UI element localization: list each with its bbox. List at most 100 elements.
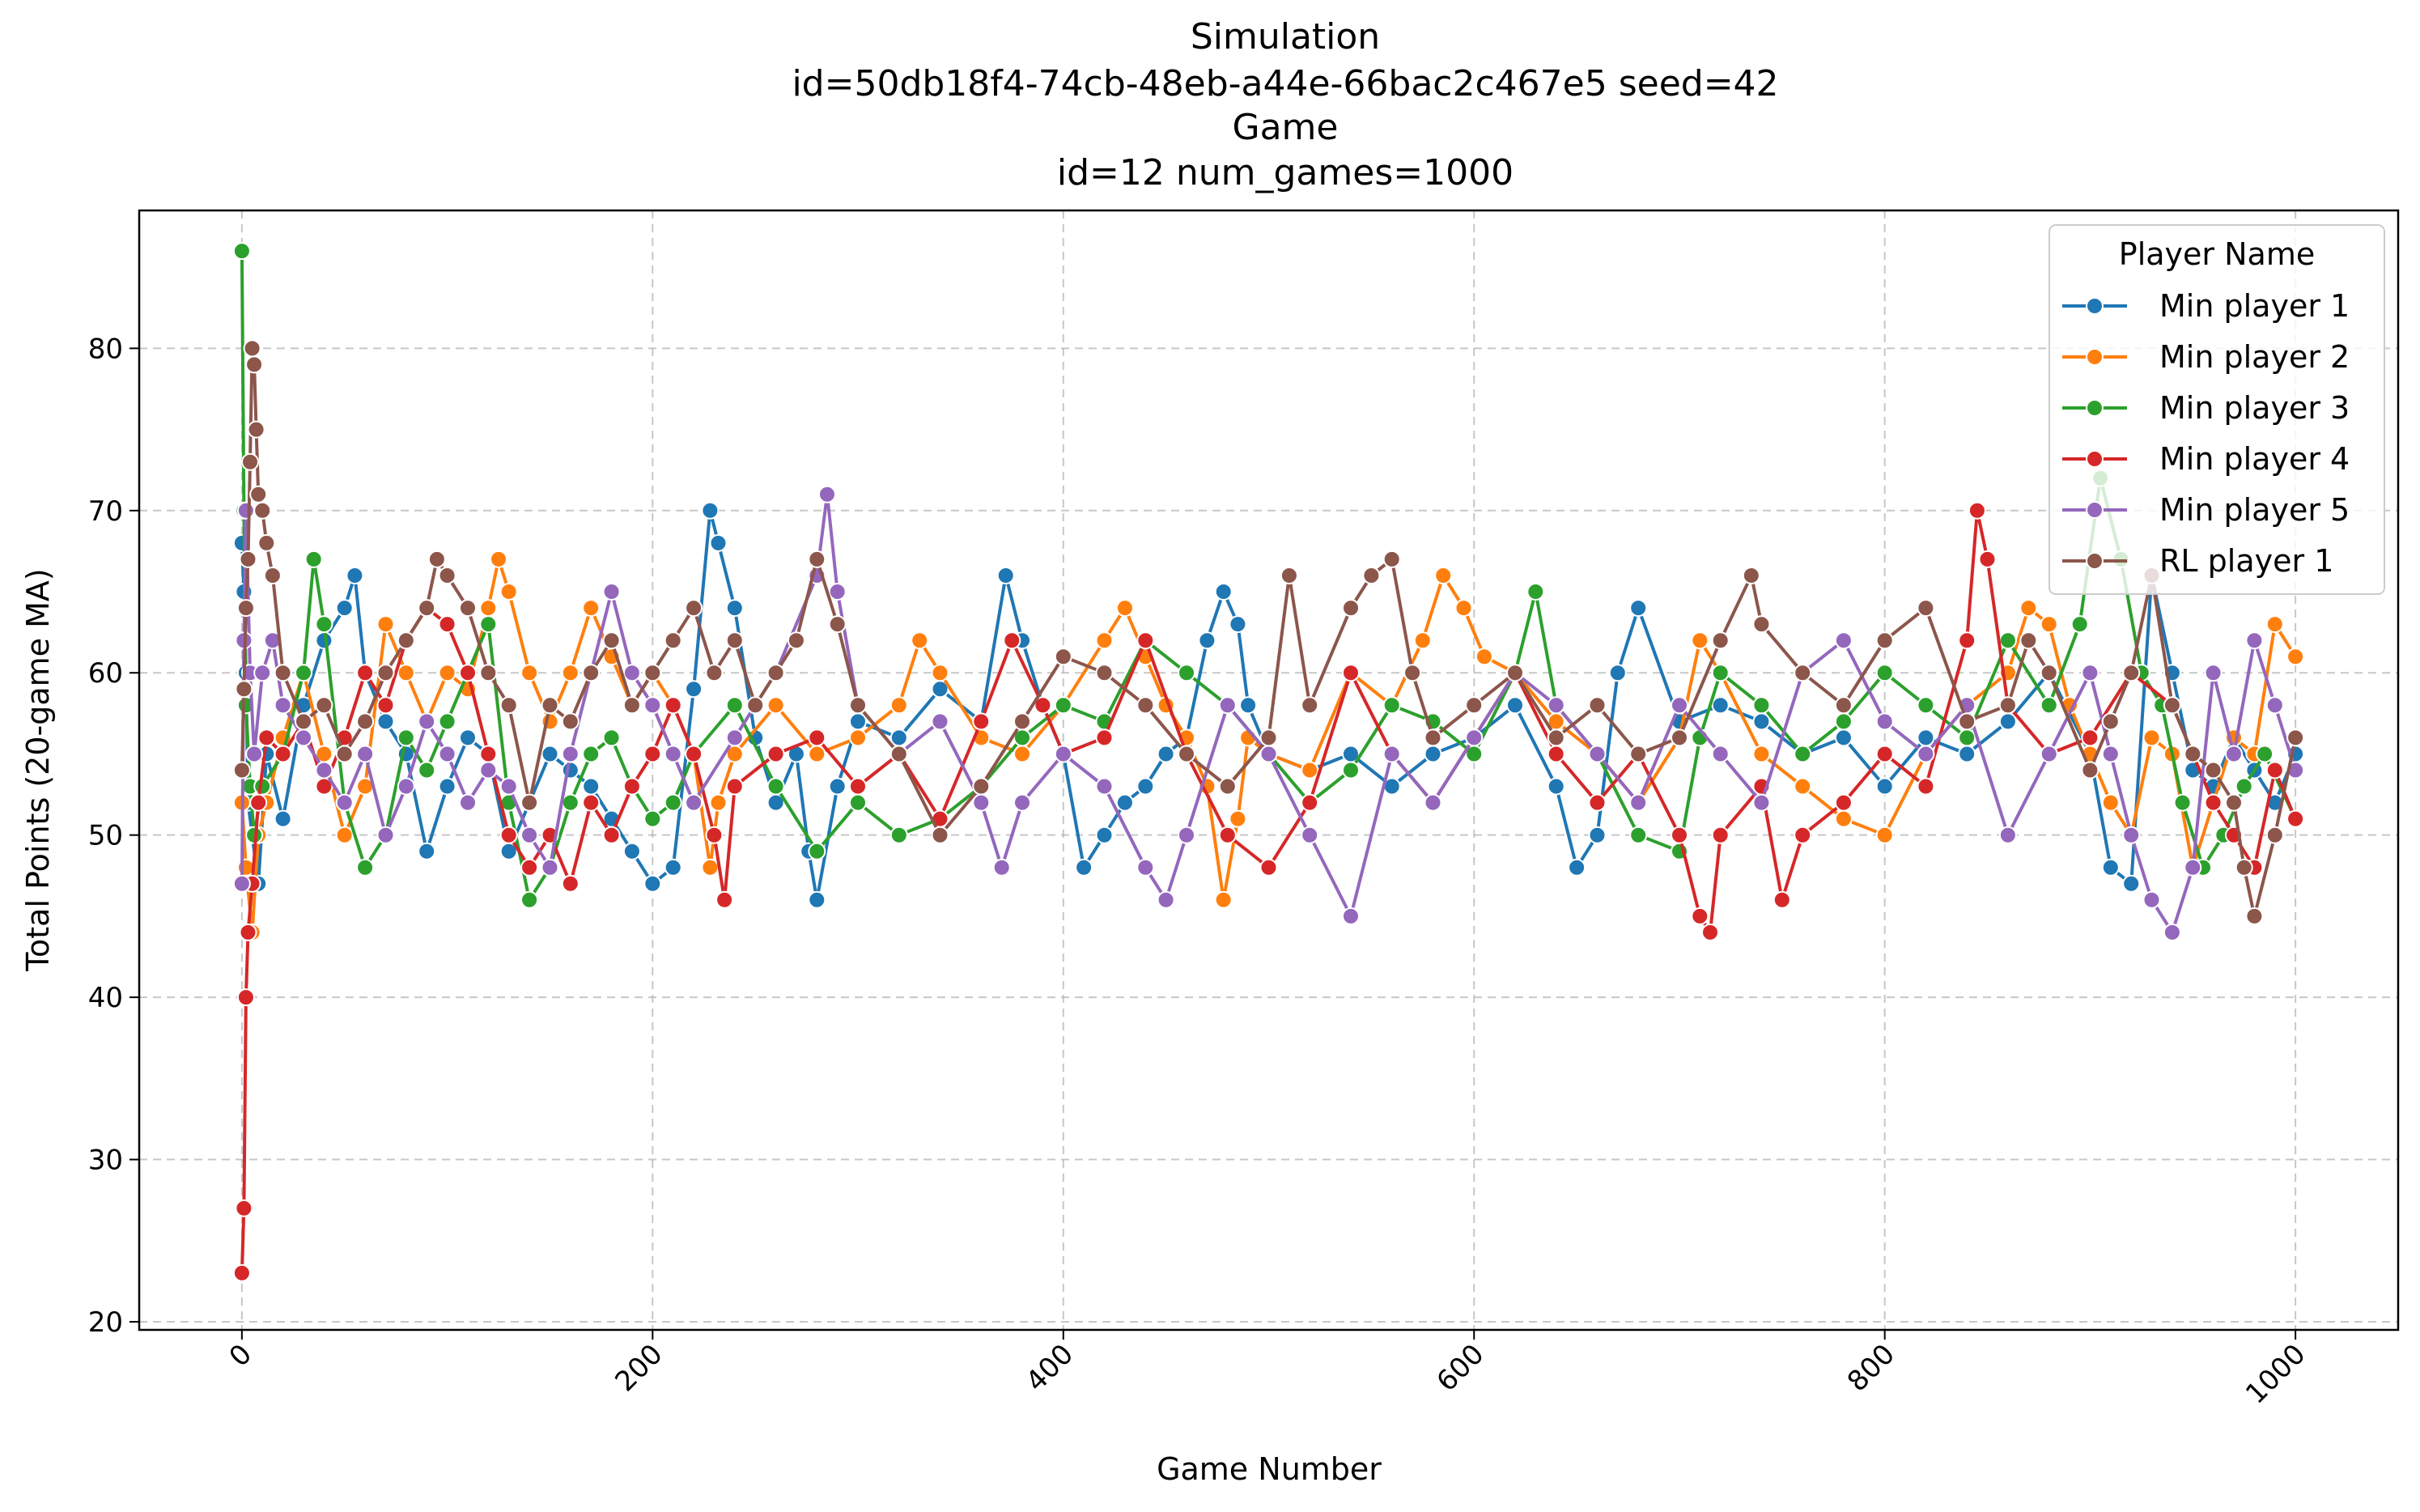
data-point (1691, 631, 1709, 650)
data-point (849, 696, 867, 715)
data-point (1157, 745, 1175, 763)
data-point (643, 809, 662, 828)
data-point (1506, 664, 1524, 682)
series-line (240, 492, 2298, 934)
data-point (828, 583, 847, 601)
data-point (1629, 826, 1648, 844)
data-point (582, 664, 601, 682)
data-point (622, 842, 641, 860)
data-point (520, 858, 539, 877)
data-point (664, 745, 682, 763)
data-point (2184, 745, 2202, 763)
data-point (1917, 696, 1935, 715)
data-point (1075, 858, 1093, 877)
data-point (1259, 728, 1278, 747)
legend-marker (2086, 501, 2104, 519)
data-point (2204, 793, 2223, 812)
data-point (315, 615, 333, 634)
data-point (1711, 745, 1730, 763)
data-point (397, 728, 415, 747)
data-point (418, 599, 436, 618)
data-point (561, 712, 580, 731)
data-point (2235, 777, 2253, 796)
data-point (418, 761, 436, 779)
y-tick-label: 70 (88, 495, 123, 528)
data-point (931, 712, 949, 731)
data-point (2122, 664, 2141, 682)
data-point (397, 777, 415, 796)
data-point (664, 793, 682, 812)
data-point (1547, 777, 1565, 796)
data-point (1629, 793, 1648, 812)
data-point (2286, 728, 2305, 747)
data-point (2286, 809, 2305, 828)
data-point (1342, 599, 1360, 618)
data-point (1218, 826, 1237, 844)
data-point (1752, 793, 1771, 812)
data-point (295, 712, 312, 731)
data-point (236, 988, 255, 1007)
data-point (479, 599, 498, 618)
data-point (602, 631, 621, 650)
data-point (602, 728, 621, 747)
data-point (438, 777, 456, 796)
data-point (2225, 745, 2243, 763)
data-point (1794, 777, 1812, 796)
data-point (356, 858, 375, 877)
data-point (1259, 745, 1278, 763)
series-line (240, 508, 2297, 1273)
data-point (992, 858, 1011, 877)
data-point (1342, 761, 1360, 779)
data-point (1629, 745, 1648, 763)
title-line-3: Game (1233, 107, 1339, 148)
data-point (459, 599, 477, 618)
x-tick-label: 200 (609, 1338, 669, 1398)
data-point (685, 745, 703, 763)
legend-box (2049, 224, 2385, 595)
data-point (582, 777, 601, 796)
data-point (643, 696, 662, 715)
data-point (2040, 696, 2058, 715)
y-tick-label: 50 (88, 820, 123, 852)
data-point (889, 696, 908, 715)
legend-item: RL player 1 (2062, 543, 2333, 579)
x-axis-ticks: 0 200 400 600 800 1000 (223, 1330, 2312, 1411)
series-layer (232, 242, 2305, 1282)
data-point (1588, 745, 1607, 763)
data-point (1214, 890, 1233, 909)
data-point (520, 826, 539, 844)
data-point (1526, 583, 1545, 601)
data-point (725, 696, 744, 715)
data-point (376, 615, 395, 634)
legend-marker (2086, 297, 2104, 315)
data-point (232, 874, 251, 893)
data-point (232, 761, 251, 779)
data-point (1178, 826, 1195, 844)
data-point (849, 793, 867, 812)
legend-marker (2086, 399, 2104, 417)
data-point (685, 599, 703, 618)
data-point (1342, 664, 1360, 682)
data-point (643, 745, 662, 763)
legend-label: Min player 2 (2159, 339, 2350, 375)
data-point (1875, 826, 1894, 844)
data-point (889, 826, 908, 844)
data-point (1424, 793, 1442, 812)
data-point (1547, 728, 1565, 747)
data-point (1834, 793, 1853, 812)
data-point (2040, 745, 2058, 763)
data-point (249, 793, 268, 812)
data-point (766, 696, 785, 715)
data-point (828, 615, 847, 634)
series-min-player-4 (232, 501, 2305, 1282)
data-point (315, 696, 333, 715)
data-point (232, 1264, 251, 1282)
data-point (849, 728, 867, 747)
data-point (2163, 923, 2181, 941)
title-line-4: id=12 num_games=1000 (1057, 152, 1514, 193)
data-point (520, 664, 539, 682)
data-point (2122, 826, 2141, 844)
data-point (582, 793, 601, 812)
data-point (541, 696, 559, 715)
data-point (1301, 696, 1319, 715)
